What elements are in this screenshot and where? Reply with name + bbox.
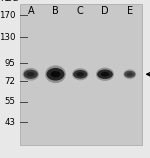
Text: 170: 170 (0, 11, 16, 19)
Ellipse shape (51, 71, 60, 77)
Ellipse shape (101, 72, 109, 77)
Ellipse shape (96, 68, 114, 81)
Text: 55: 55 (5, 97, 16, 106)
Text: E: E (127, 6, 133, 15)
Ellipse shape (24, 70, 38, 79)
Text: B: B (52, 6, 59, 15)
Ellipse shape (46, 68, 64, 81)
Ellipse shape (73, 70, 87, 79)
Ellipse shape (45, 65, 66, 83)
Bar (20, 4, 142, 145)
Ellipse shape (123, 69, 136, 79)
Ellipse shape (22, 68, 39, 81)
Text: 130: 130 (0, 33, 16, 42)
Text: 72: 72 (5, 77, 16, 86)
Text: 43: 43 (5, 118, 16, 127)
Text: KDa: KDa (0, 0, 19, 3)
Ellipse shape (72, 68, 88, 80)
Text: A: A (27, 6, 34, 15)
Ellipse shape (127, 73, 133, 76)
Ellipse shape (124, 71, 135, 78)
Ellipse shape (27, 72, 35, 76)
Text: 95: 95 (5, 59, 16, 68)
Text: C: C (77, 6, 84, 15)
Ellipse shape (76, 72, 84, 76)
Text: D: D (101, 6, 109, 15)
Ellipse shape (97, 70, 113, 79)
